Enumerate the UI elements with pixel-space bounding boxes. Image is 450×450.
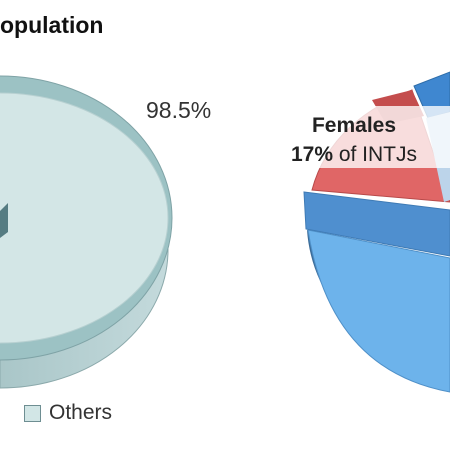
slice-others-value-label: 98.5% (146, 97, 211, 123)
pie-left (0, 75, 173, 389)
females-annotation-suffix: of INTJs (333, 143, 417, 166)
legend-swatch-others (24, 404, 41, 422)
females-annotation-value: 17% (291, 143, 333, 166)
legend: Others (24, 401, 112, 425)
slice-blue-band (303, 191, 450, 257)
females-annotation-text: 17% of INTJs (291, 143, 417, 166)
slice-others (0, 92, 169, 344)
slice-blue-large (307, 229, 450, 393)
females-annotation-box (258, 106, 450, 168)
females-annotation-heading: Females (312, 114, 396, 137)
slice-small-notch (0, 203, 8, 238)
chart-title: opulation (0, 12, 104, 38)
legend-label-others: Others (49, 401, 113, 424)
